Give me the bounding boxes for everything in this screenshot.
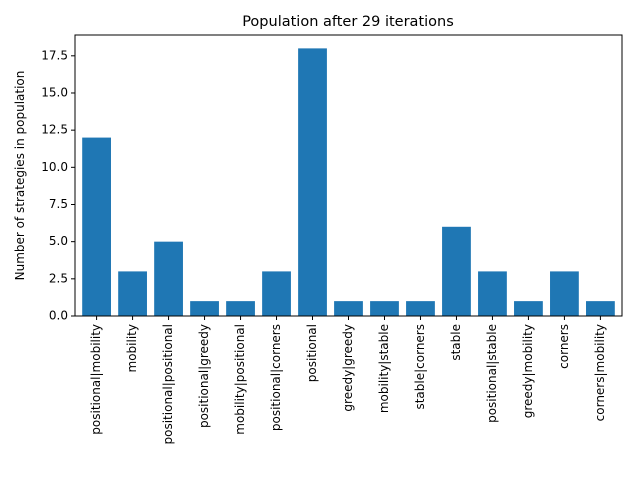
x-tick-label: stable|corners <box>413 324 427 410</box>
x-tick-label: mobility|stable <box>377 324 391 413</box>
bar-corners <box>550 271 579 316</box>
x-tick-label: stable <box>449 324 463 361</box>
y-tick-label: 12.5 <box>41 123 68 137</box>
x-tick-label: positional <box>305 324 319 382</box>
bar-positional-greedy <box>190 301 219 316</box>
x-tick-label: greedy|greedy <box>341 324 355 412</box>
x-axis-ticks: positional|mobility mobility positional|po… <box>89 316 607 444</box>
bar-greedy-greedy <box>334 301 363 316</box>
bar-positional-positional <box>154 241 183 316</box>
bar-mobility-stable <box>370 301 399 316</box>
bar-positional-mobility <box>82 137 111 316</box>
y-axis-ticks: 0.0 2.5 5.0 7.5 10.0 12.5 15.0 17.5 <box>41 48 75 323</box>
x-tick-label: positional|greedy <box>197 324 211 428</box>
x-tick-label: positional|stable <box>485 324 499 423</box>
bar-stable-corners <box>406 301 435 316</box>
x-tick-label: positional|positional <box>161 324 175 444</box>
x-tick-label: greedy|mobility <box>521 324 535 418</box>
bar-greedy-mobility <box>514 301 543 316</box>
bars-group <box>82 48 615 316</box>
bar-positional <box>298 48 327 316</box>
chart-title: Population after 29 iterations <box>242 14 454 30</box>
x-tick-label: mobility|positional <box>233 324 247 435</box>
y-tick-label: 7.5 <box>49 197 68 211</box>
y-tick-label: 2.5 <box>49 271 68 285</box>
y-tick-label: 15.0 <box>41 85 68 99</box>
bar-corners-mobility <box>586 301 615 316</box>
x-tick-label: positional|mobility <box>89 324 103 435</box>
x-tick-label: mobility <box>125 324 139 372</box>
y-tick-label: 5.0 <box>49 234 68 248</box>
x-tick-label: corners|mobility <box>593 324 607 421</box>
y-tick-label: 17.5 <box>41 48 68 62</box>
bar-mobility-positional <box>226 301 255 316</box>
bar-positional-corners <box>262 271 291 316</box>
plot-frame <box>74 34 623 317</box>
y-axis-label: Number of strategies in population <box>13 71 27 281</box>
x-tick-label: corners <box>557 324 571 369</box>
bar-stable <box>442 226 471 316</box>
y-tick-label: 10.0 <box>41 160 68 174</box>
y-tick-label: 0.0 <box>49 309 68 323</box>
x-tick-label: positional|corners <box>269 324 283 431</box>
bar-positional-stable <box>478 271 507 316</box>
bar-mobility <box>118 271 147 316</box>
